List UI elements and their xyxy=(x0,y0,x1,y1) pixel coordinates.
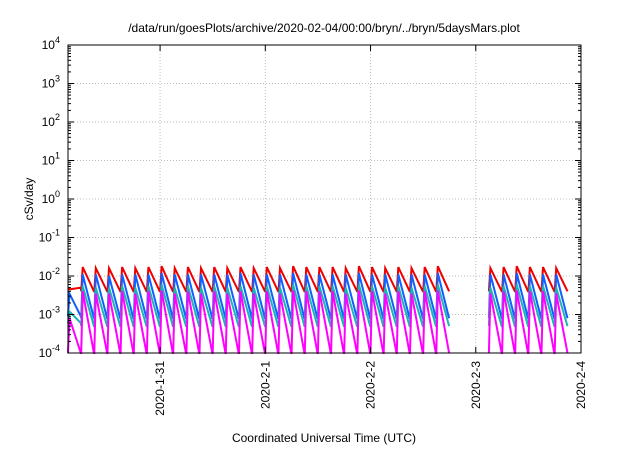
series-lines xyxy=(67,264,569,354)
y-ticks: 10-4 10-3 10-2 10-1 100 101 102 103 104 xyxy=(39,35,581,360)
x-tick-label: 2020-2-1 xyxy=(258,361,272,409)
y-tick-label: 103 xyxy=(42,74,60,91)
x-tick-label: 2020-2-3 xyxy=(469,361,483,409)
y-axis-label: cSv/day xyxy=(22,178,36,221)
series-line xyxy=(67,264,569,293)
x-tick-label: 2020-2-2 xyxy=(364,361,378,409)
x-tick-label: 2020-1-31 xyxy=(153,361,167,416)
x-ticks: 2020-1-31 2020-2-1 2020-2-2 2020-2-3 2020-2-… xyxy=(153,45,588,416)
y-tick-label: 101 xyxy=(42,151,60,168)
grid xyxy=(68,45,581,353)
x-axis-label: Coordinated Universal Time (UTC) xyxy=(232,431,416,445)
y-tick-label: 10-3 xyxy=(39,305,60,322)
y-tick-label: 104 xyxy=(42,35,60,52)
y-tick-label: 10-4 xyxy=(39,343,60,360)
chart-title: /data/run/goesPlots/archive/2020-02-04/0… xyxy=(128,21,520,35)
y-tick-label: 100 xyxy=(42,189,60,206)
x-tick-label: 2020-2-4 xyxy=(574,361,588,409)
y-tick-label: 102 xyxy=(42,112,60,129)
y-tick-label: 10-1 xyxy=(39,228,60,245)
y-tick-label: 10-2 xyxy=(39,266,60,283)
